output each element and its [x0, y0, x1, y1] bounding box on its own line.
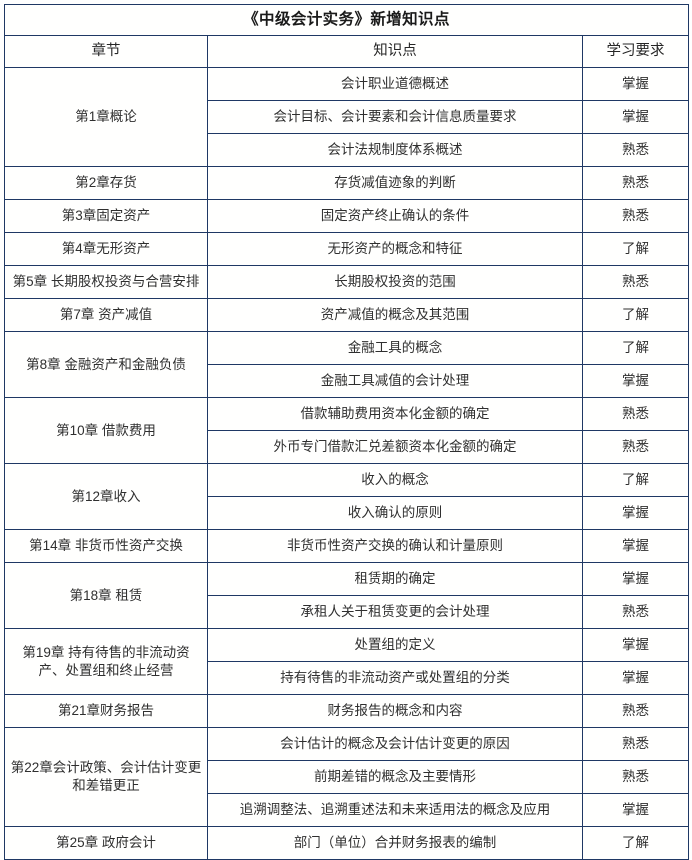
- learning-requirement-cell: 掌握: [581, 793, 690, 827]
- knowledge-point-cell: 前期差错的概念及主要情形: [207, 760, 583, 794]
- knowledge-point-cell: 借款辅助费用资本化金额的确定: [207, 397, 583, 431]
- learning-requirement-cell: 熟悉: [581, 430, 690, 464]
- knowledge-point-cell: 会计法规制度体系概述: [207, 133, 583, 167]
- table-header-row: 章节 知识点 学习要求: [4, 35, 690, 68]
- learning-requirement-cell: 掌握: [581, 562, 690, 596]
- knowledge-point-cell: 外币专门借款汇兑差额资本化金额的确定: [207, 430, 583, 464]
- learning-requirement-cell: 了解: [581, 331, 690, 365]
- table-row: 第8章 金融资产和金融负债 金融工具的概念 了解: [4, 331, 690, 398]
- knowledge-point-cell: 承租人关于租赁变更的会计处理: [207, 595, 583, 629]
- knowledge-point-cell: 固定资产终止确认的条件: [207, 199, 583, 233]
- chapter-cell: 第7章 资产减值: [4, 298, 208, 332]
- knowledge-point-cell: 收入确认的原则: [207, 496, 583, 530]
- chapter-cell: 第5章 长期股权投资与合营安排: [4, 265, 208, 299]
- table-row: 第3章固定资产 固定资产终止确认的条件 熟悉: [4, 199, 690, 233]
- column-header-requirement: 学习要求: [581, 35, 690, 68]
- chapter-cell: 第21章财务报告: [4, 694, 208, 728]
- knowledge-point-cell: 持有待售的非流动资产或处置组的分类: [207, 661, 583, 695]
- learning-requirement-cell: 了解: [581, 826, 690, 860]
- table-row: 第19章 持有待售的非流动资产、处置组和终止经营 处置组的定义 掌握: [4, 628, 690, 695]
- knowledge-point-cell: 资产减值的概念及其范围: [207, 298, 583, 332]
- knowledge-point-cell: 部门（单位）合并财务报表的编制: [207, 826, 583, 860]
- learning-requirement-cell: 掌握: [581, 661, 690, 695]
- table-row: 第25章 政府会计 部门（单位）合并财务报表的编制 了解: [4, 826, 690, 860]
- table-row: 第1章概论 会计职业道德概述 掌握: [4, 67, 690, 167]
- chapter-cell: 第2章存货: [4, 166, 208, 200]
- learning-requirement-cell: 掌握: [581, 67, 690, 101]
- table-row: 会计目标、会计要素和会计信息质量要求 掌握: [5, 100, 690, 134]
- table-row: 第4章无形资产 无形资产的概念和特征 了解: [4, 232, 690, 266]
- learning-requirement-cell: 了解: [581, 463, 690, 497]
- knowledge-point-cell: 租赁期的确定: [207, 562, 583, 596]
- table-row: 外币专门借款汇兑差额资本化金额的确定 熟悉: [5, 430, 690, 464]
- learning-requirement-cell: 熟悉: [581, 265, 690, 299]
- table-row: 第22章会计政策、会计估计变更和差错更正 会计估计的概念及会计估计变更的原因 熟悉: [4, 727, 690, 827]
- learning-requirement-cell: 掌握: [581, 100, 690, 134]
- learning-requirement-cell: 熟悉: [581, 727, 690, 761]
- chapter-cell: 第19章 持有待售的非流动资产、处置组和终止经营: [4, 628, 208, 695]
- learning-requirement-cell: 掌握: [581, 496, 690, 530]
- table-row: 持有待售的非流动资产或处置组的分类 掌握: [5, 661, 690, 695]
- knowledge-point-cell: 收入的概念: [207, 463, 583, 497]
- chapter-cell: 第22章会计政策、会计估计变更和差错更正: [4, 727, 208, 827]
- table-row: 第12章收入 收入的概念 了解: [4, 463, 690, 530]
- knowledge-points-table: 《中级会计实务》新增知识点 章节 知识点 学习要求 第1章概论 会计职业道德概述掌…: [3, 4, 690, 860]
- table-row: 第2章存货 存货减值迹象的判断 熟悉: [4, 166, 690, 200]
- chapter-cell: 第3章固定资产: [4, 199, 208, 233]
- learning-requirement-cell: 了解: [581, 298, 690, 332]
- learning-requirement-cell: 熟悉: [581, 199, 690, 233]
- chapter-cell: 第14章 非货币性资产交换: [4, 529, 208, 563]
- knowledge-point-cell: 无形资产的概念和特征: [207, 232, 583, 266]
- knowledge-points-table-container: 《中级会计实务》新增知识点 章节 知识点 学习要求 第1章概论 会计职业道德概述掌…: [3, 4, 690, 860]
- knowledge-point-cell: 非货币性资产交换的确认和计量原则: [207, 529, 583, 563]
- chapter-cell: 第8章 金融资产和金融负债: [4, 331, 208, 398]
- column-header-chapter: 章节: [4, 35, 208, 68]
- learning-requirement-cell: 掌握: [581, 628, 690, 662]
- table-row: 第7章 资产减值 资产减值的概念及其范围 了解: [4, 298, 690, 332]
- column-header-point: 知识点: [207, 35, 583, 68]
- learning-requirement-cell: 熟悉: [581, 595, 690, 629]
- learning-requirement-cell: 了解: [581, 232, 690, 266]
- knowledge-point-cell: 会计估计的概念及会计估计变更的原因: [207, 727, 583, 761]
- table-row: 金融工具减值的会计处理 掌握: [5, 364, 690, 398]
- knowledge-point-cell: 会计职业道德概述: [207, 67, 583, 101]
- learning-requirement-cell: 熟悉: [581, 133, 690, 167]
- chapter-cell: 第18章 租赁: [4, 562, 208, 629]
- knowledge-point-cell: 存货减值迹象的判断: [207, 166, 583, 200]
- knowledge-point-cell: 追溯调整法、追溯重述法和未来适用法的概念及应用: [207, 793, 583, 827]
- chapter-cell: 第25章 政府会计: [4, 826, 208, 860]
- table-row: 第5章 长期股权投资与合营安排 长期股权投资的范围 熟悉: [4, 265, 690, 299]
- learning-requirement-cell: 掌握: [581, 529, 690, 563]
- knowledge-point-cell: 长期股权投资的范围: [207, 265, 583, 299]
- table-row: 第18章 租赁 租赁期的确定 掌握: [4, 562, 690, 629]
- table-row: 收入确认的原则 掌握: [5, 496, 690, 530]
- chapter-cell: 第10章 借款费用: [4, 397, 208, 464]
- chapter-cell: 第4章无形资产: [4, 232, 208, 266]
- table-title-row: 《中级会计实务》新增知识点: [3, 4, 690, 36]
- table-row: 第21章财务报告 财务报告的概念和内容 熟悉: [4, 694, 690, 728]
- table-row: 第10章 借款费用 借款辅助费用资本化金额的确定 熟悉: [4, 397, 690, 464]
- learning-requirement-cell: 熟悉: [581, 694, 690, 728]
- knowledge-point-cell: 会计目标、会计要素和会计信息质量要求: [207, 100, 583, 134]
- knowledge-point-cell: 财务报告的概念和内容: [207, 694, 583, 728]
- table-row: 承租人关于租赁变更的会计处理 熟悉: [5, 595, 690, 629]
- table-row: 第14章 非货币性资产交换 非货币性资产交换的确认和计量原则 掌握: [4, 529, 690, 563]
- chapter-cell: 第12章收入: [4, 463, 208, 530]
- learning-requirement-cell: 掌握: [581, 364, 690, 398]
- learning-requirement-cell: 熟悉: [581, 166, 690, 200]
- learning-requirement-cell: 熟悉: [581, 397, 690, 431]
- table-body: 《中级会计实务》新增知识点 章节 知识点 学习要求 第1章概论 会计职业道德概述掌…: [3, 4, 690, 860]
- page-title: 《中级会计实务》新增知识点: [3, 4, 690, 36]
- knowledge-point-cell: 处置组的定义: [207, 628, 583, 662]
- learning-requirement-cell: 熟悉: [581, 760, 690, 794]
- knowledge-point-cell: 金融工具的概念: [207, 331, 583, 365]
- chapter-cell: 第1章概论: [4, 67, 208, 167]
- knowledge-point-cell: 金融工具减值的会计处理: [207, 364, 583, 398]
